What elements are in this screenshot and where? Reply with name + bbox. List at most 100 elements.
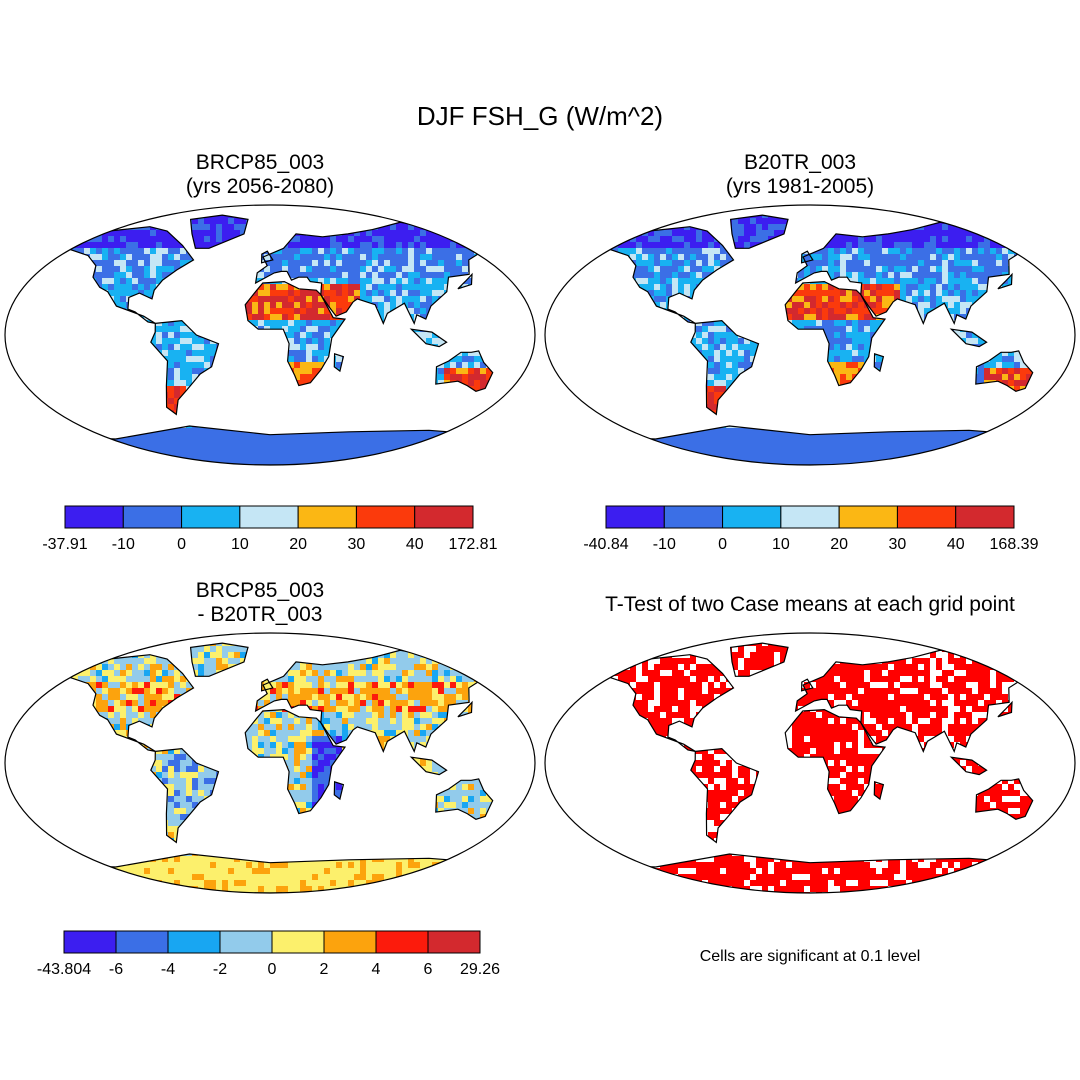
- coastline-uk: [800, 678, 814, 692]
- coastline-antarctica: [34, 853, 506, 893]
- colorbar-box: [414, 505, 474, 529]
- coastline-indonesia: [409, 756, 448, 776]
- coastline-madagascar: [333, 352, 345, 373]
- coastline-northAmerica: [49, 654, 195, 752]
- coastline-japan: [997, 272, 1013, 290]
- colorbar-box: [955, 505, 1015, 529]
- panel-subtitle-line: (yrs 1981-2005): [725, 175, 875, 198]
- colorbar-box: [323, 930, 377, 954]
- coastline-greenland: [729, 214, 789, 249]
- coastline-eurasia: [254, 221, 511, 326]
- panel-subtitle-line: - B20TR_003: [197, 603, 323, 626]
- colorbar-box: [427, 930, 481, 954]
- coastline-indonesia: [949, 328, 988, 348]
- coastline-southAmerica: [150, 319, 220, 416]
- colorbar-box: [271, 930, 325, 954]
- colorbar-label: 40: [406, 536, 424, 553]
- colorbar-box: [181, 505, 241, 529]
- colorbar-box: [663, 505, 724, 529]
- colorbar-brcp85: -37.91 -10 0 10 20 30 40 172.81: [42, 505, 498, 553]
- colorbar-label: 10: [231, 536, 249, 553]
- map-difference: [4, 632, 536, 894]
- coastline-japan: [457, 272, 473, 290]
- significance-note: Cells are significant at 0.1 level: [699, 948, 921, 965]
- colorbar-box: [167, 930, 221, 954]
- coastline-australia: [435, 778, 494, 820]
- coastline-eurasia: [794, 221, 1051, 326]
- colorbar-label: 10: [772, 536, 790, 553]
- colorbar-b20tr: -40.84 -10 0 10 20 30 40 168.39: [583, 505, 1039, 553]
- coastline-greenland: [729, 642, 789, 677]
- coastline-greenland: [189, 214, 249, 249]
- colorbar-label: -10: [112, 536, 135, 553]
- colorbar-label: 4: [372, 961, 381, 978]
- coastline-northAmerica: [589, 226, 735, 324]
- coastline-africa: [784, 708, 887, 815]
- coastline-japan: [457, 700, 473, 718]
- figure-title: DJF FSH_G (W/m^2): [416, 101, 664, 131]
- coastline-southAmerica: [690, 747, 760, 844]
- panel-title-line: BRCP85_003: [195, 579, 325, 602]
- panel-title-brcp85: BRCP85_003 (yrs 2056-2080): [140, 151, 380, 199]
- colorbar-label: -43.804: [37, 961, 91, 978]
- colorbar-label: 30: [348, 536, 366, 553]
- colorbar-label: -37.91: [42, 536, 87, 553]
- colorbar-label: 172.81: [449, 536, 498, 553]
- coastline-madagascar: [333, 780, 345, 801]
- colorbar-label: -6: [109, 961, 123, 978]
- coastline-antarctica: [34, 425, 506, 465]
- coastline-antarctica: [574, 425, 1046, 465]
- panel-title-b20tr: B20TR_003 (yrs 1981-2005): [680, 151, 920, 199]
- colorbar-label: 20: [830, 536, 848, 553]
- colorbar-label: 29.26: [460, 961, 500, 978]
- coastline-northAmerica: [589, 654, 735, 752]
- map-ttest: [544, 632, 1076, 894]
- colorbar-box: [297, 505, 357, 529]
- colorbar-label: -10: [653, 536, 676, 553]
- colorbar-label: -4: [161, 961, 175, 978]
- coastline-africa: [784, 280, 887, 387]
- coastline-africa: [244, 708, 347, 815]
- coastline-uk: [800, 250, 814, 264]
- colorbar-box: [896, 505, 957, 529]
- colorbar-box: [239, 505, 299, 529]
- colorbar-box: [122, 505, 183, 529]
- map-b20tr: [544, 204, 1076, 466]
- colorbar-box: [780, 505, 840, 529]
- panel-title-difference: BRCP85_003 - B20TR_003: [140, 579, 380, 627]
- colorbar-box: [375, 930, 429, 954]
- colorbar-label: -2: [213, 961, 227, 978]
- coastline-antarctica: [574, 853, 1046, 893]
- colorbar-box: [722, 505, 782, 529]
- coastline-greenland: [189, 642, 249, 677]
- coastline-indonesia: [949, 756, 988, 776]
- colorbar-label: 6: [424, 961, 433, 978]
- colorbar-label: 168.39: [990, 536, 1039, 553]
- map-frame: [4, 204, 536, 466]
- coastline-southAmerica: [150, 747, 220, 844]
- coastline-southAmerica: [690, 319, 760, 416]
- colorbar-label: 20: [289, 536, 307, 553]
- coastline-australia: [975, 778, 1034, 820]
- map-frame: [544, 632, 1076, 894]
- coastline-uk: [260, 678, 274, 692]
- coastline-australia: [975, 350, 1034, 392]
- colorbar-label: 0: [718, 536, 727, 553]
- colorbar-box: [64, 505, 124, 529]
- panel-title-line: B20TR_003: [743, 151, 857, 174]
- coastline-northAmerica: [49, 226, 195, 324]
- coastline-madagascar: [873, 780, 885, 801]
- colorbar-box: [605, 505, 665, 529]
- coastline-africa: [244, 280, 347, 387]
- colorbar-label: 0: [177, 536, 186, 553]
- colorbar-box: [115, 930, 169, 954]
- map-brcp85: [4, 204, 536, 466]
- colorbar-label: 40: [947, 536, 965, 553]
- coastline-eurasia: [794, 649, 1051, 754]
- colorbar-label: -40.84: [583, 536, 628, 553]
- colorbar-box: [219, 930, 273, 954]
- panel-title-line: BRCP85_003: [195, 151, 325, 174]
- coastline-madagascar: [873, 352, 885, 373]
- colorbar-box: [355, 505, 416, 529]
- panel-title-ttest: T-Test of two Case means at each grid po…: [605, 593, 1015, 616]
